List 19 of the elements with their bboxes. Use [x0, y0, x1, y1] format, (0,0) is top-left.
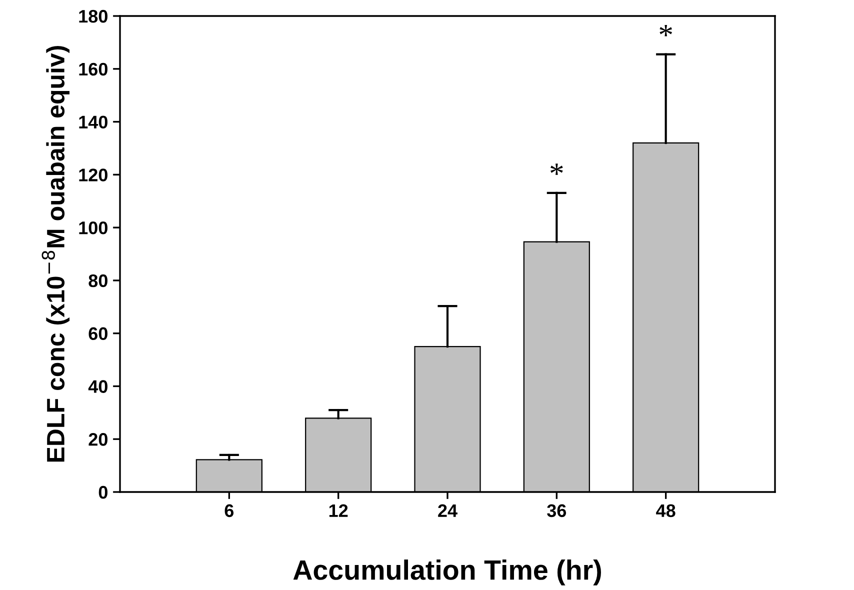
y-tick-label: 60 — [88, 327, 108, 340]
y-tick-label: 20 — [88, 433, 108, 446]
x-tick-label: 36 — [547, 504, 566, 518]
y-tick-label: 140 — [79, 116, 108, 128]
annotation: * — [660, 25, 672, 36]
y-tick-label: 180 — [79, 10, 108, 23]
x-axis-title: Accumulation Time (hr) — [293, 560, 601, 586]
x-tick-label: 48 — [656, 504, 676, 518]
x-tick-label: 24 — [438, 504, 458, 517]
y-tick-label: 160 — [79, 62, 108, 76]
y-tick-label: 80 — [88, 274, 108, 288]
y-axis-title: EDLF conc (x10$^{−8}$M ouabain equiv) — [42, 46, 70, 462]
annotation: * — [550, 164, 563, 175]
x-tick-label: 6 — [224, 504, 234, 518]
y-tick-label: 0 — [98, 486, 108, 499]
y-tick-label: 40 — [88, 380, 108, 393]
x-tick-label: 12 — [329, 504, 348, 517]
y-tick-label: 100 — [79, 221, 108, 234]
y-tick-label: 120 — [79, 168, 108, 182]
